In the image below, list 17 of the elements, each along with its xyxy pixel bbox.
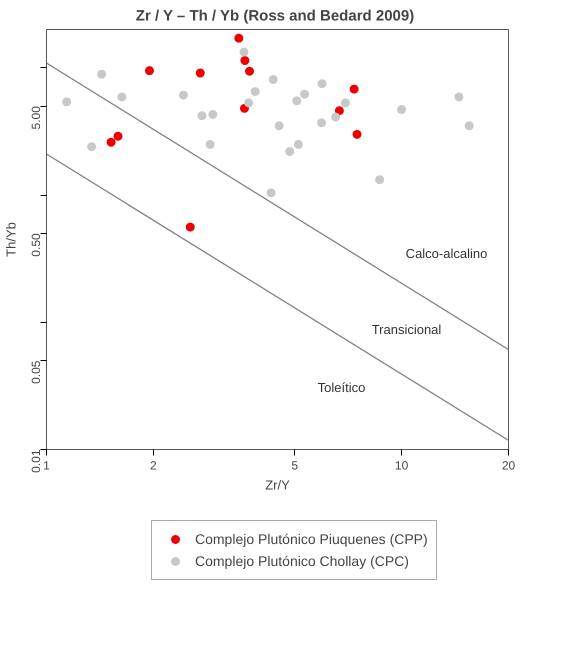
- x-tick-label: 2: [150, 458, 158, 472]
- x-axis-title: Zr/Y: [265, 478, 290, 492]
- y-axis-title: Th/Yb: [4, 222, 18, 257]
- y-tick-label: 0.50: [29, 233, 43, 257]
- x-tick-label: 10: [394, 458, 409, 472]
- legend-label: Complejo Plutónico Chollay (CPC): [195, 553, 409, 569]
- x-tick-label: 1: [43, 458, 50, 472]
- annotation: Calco-alcalino: [406, 246, 488, 261]
- annotation: Transicional: [372, 322, 442, 337]
- x-tick-label: 5: [291, 458, 298, 472]
- annotation: Toleítico: [318, 380, 366, 395]
- y-tick-label: 0.05: [29, 360, 43, 384]
- y-tick-label: 0.01: [29, 449, 43, 473]
- x-tick-label: 20: [502, 458, 516, 472]
- y-tick-label: 5.00: [29, 106, 43, 130]
- chart-title: Zr / Y – Th / Yb (Ross and Bedard 2009): [136, 8, 414, 24]
- legend-label: Complejo Plutónico Piuquenes (CPP): [195, 531, 428, 547]
